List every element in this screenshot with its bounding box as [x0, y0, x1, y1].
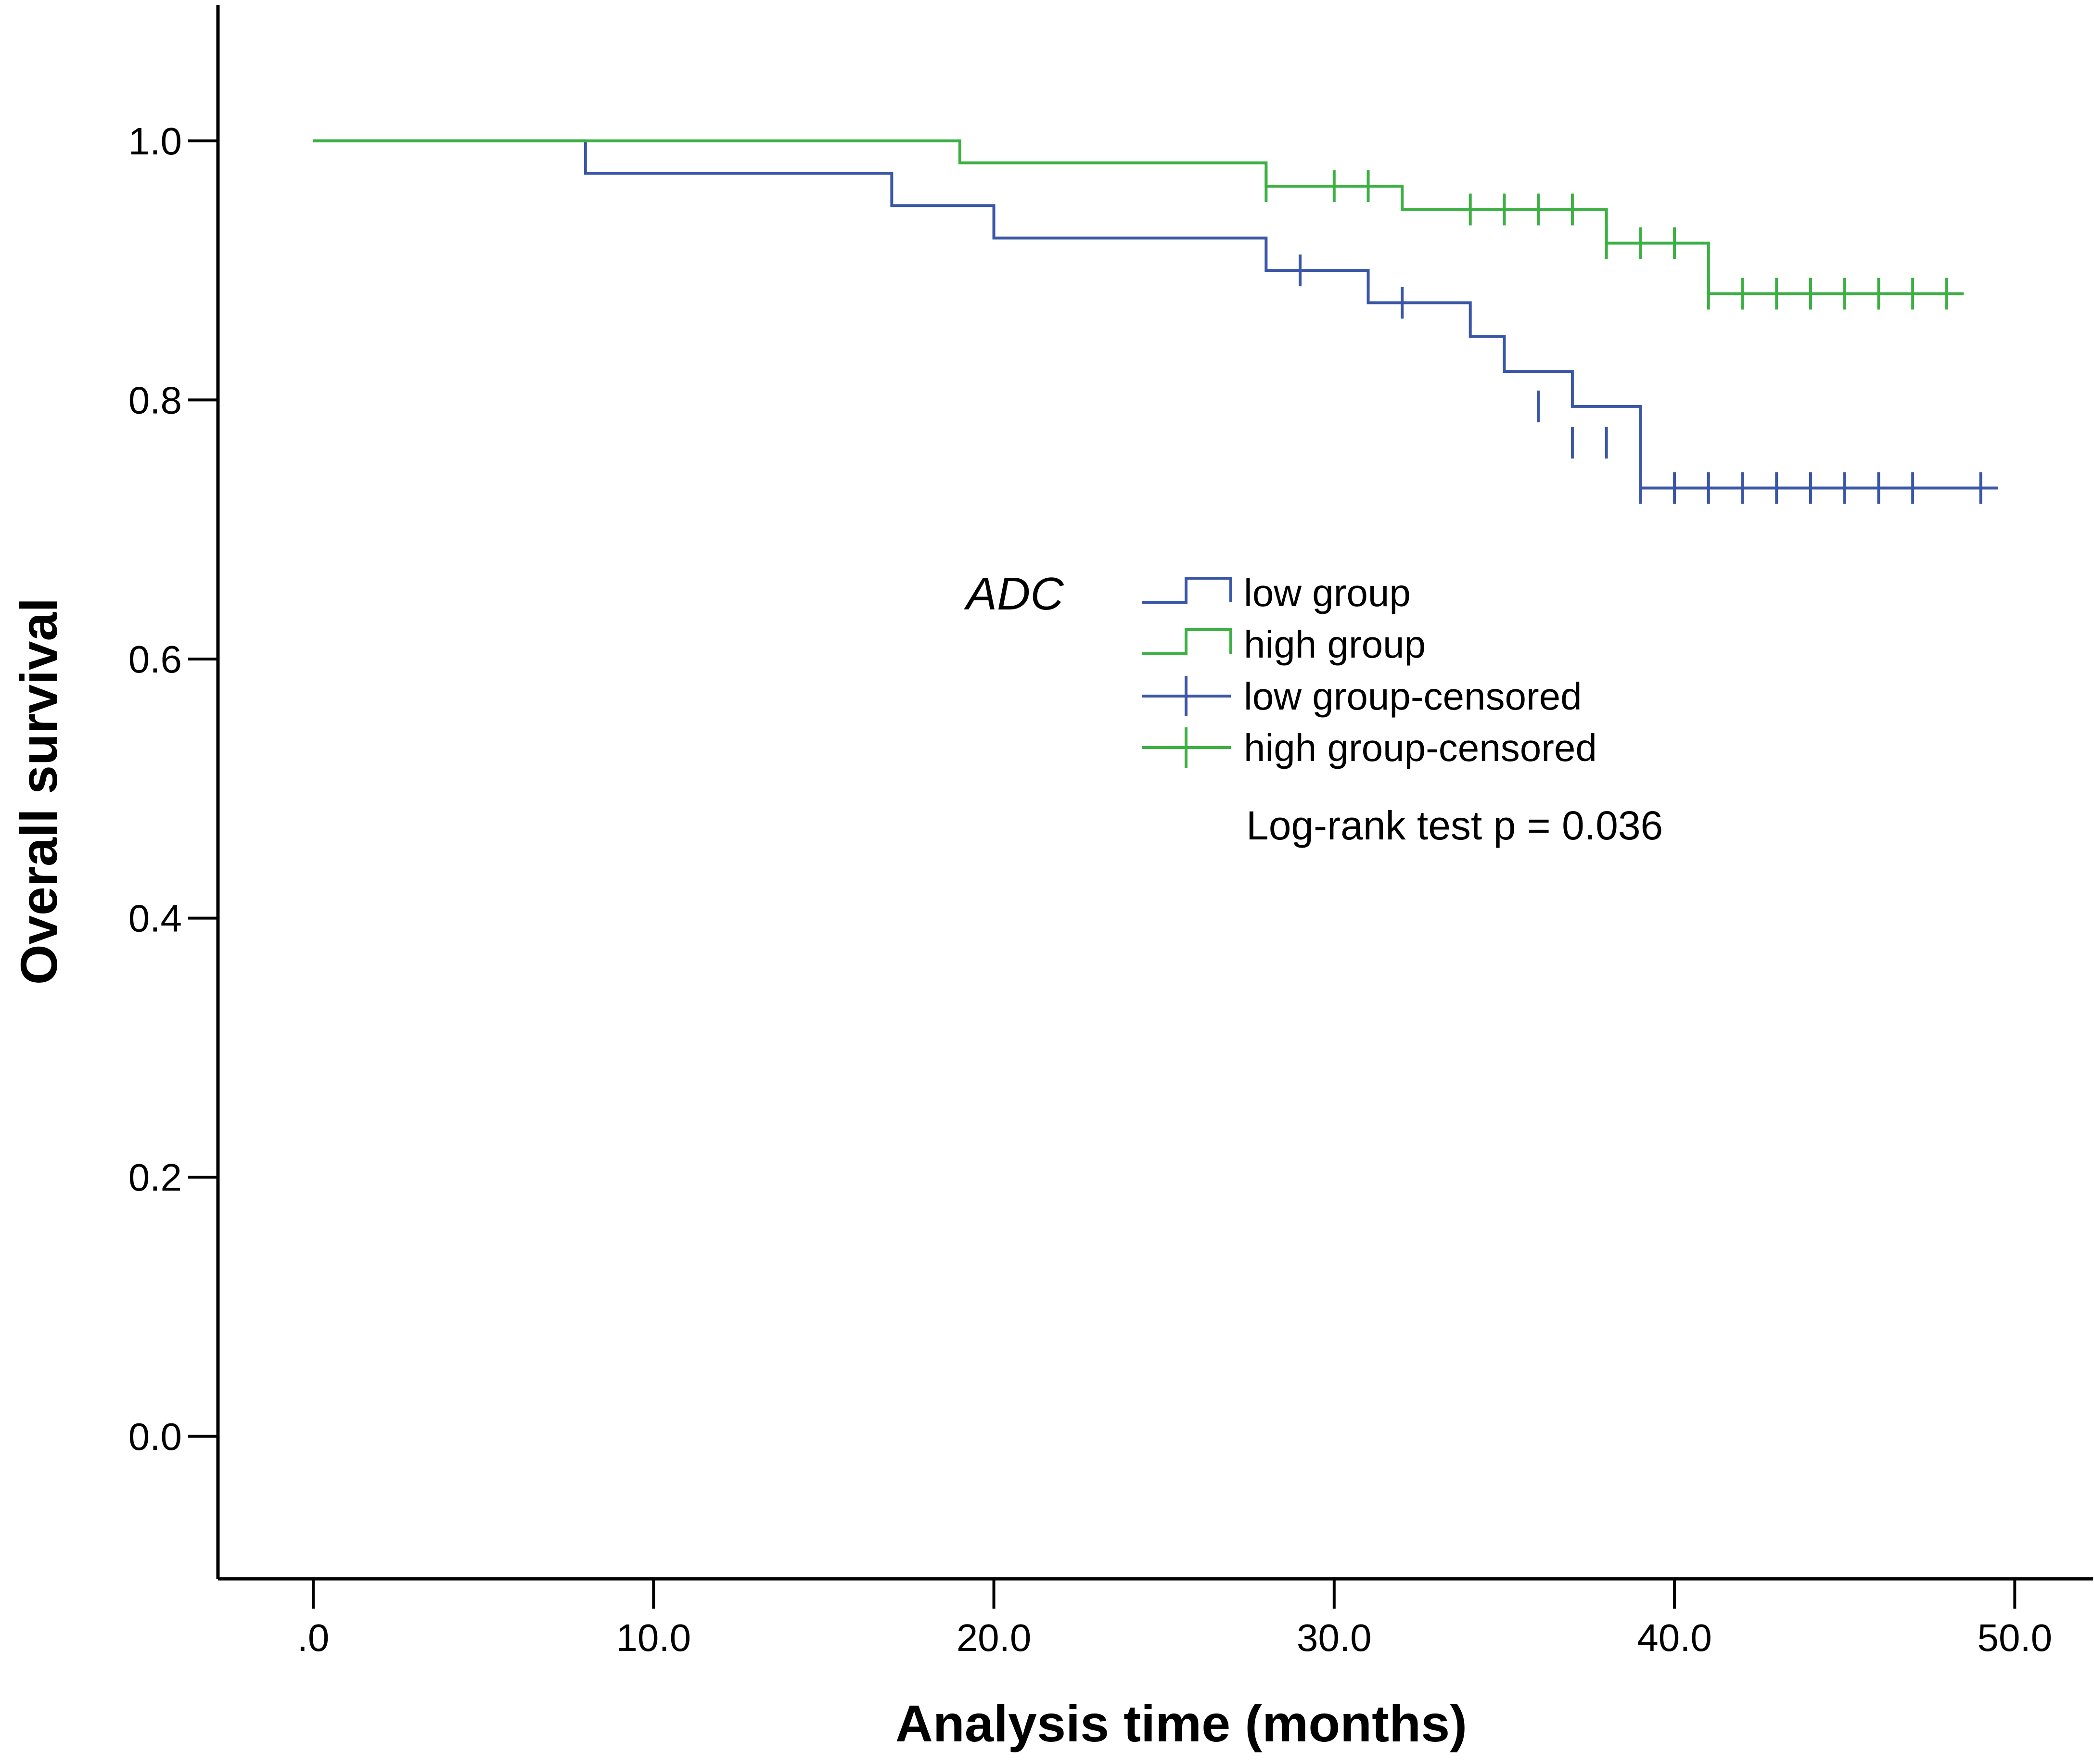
series-high-group — [313, 139, 1964, 310]
y-tick-label: 0.8 — [128, 379, 182, 421]
survival-step-line — [313, 139, 1964, 295]
y-tick-label: 0.6 — [128, 638, 182, 681]
legend: ADC low group high group low group-censore… — [964, 568, 1597, 769]
x-axis-title: Analysis time (months) — [895, 1694, 1467, 1752]
legend-label: low group — [1244, 571, 1411, 614]
legend-step-swatch — [1142, 628, 1232, 655]
legend-entry: high group — [1142, 623, 1426, 666]
y-tick-label: 1.0 — [128, 120, 182, 163]
legend-entry: high group-censored — [1142, 726, 1597, 769]
y-tick-label: 0.2 — [128, 1156, 182, 1199]
legend-entry: low group-censored — [1142, 675, 1582, 718]
legend-title: ADC — [964, 568, 1064, 620]
y-tick-label: 0.0 — [128, 1415, 182, 1458]
x-tick-label: 50.0 — [1977, 1616, 2052, 1659]
legend-step-swatch — [1142, 577, 1232, 604]
y-tick-label: 0.4 — [128, 897, 182, 940]
x-tick-label: 40.0 — [1637, 1616, 1712, 1659]
x-tick-label: 10.0 — [616, 1616, 691, 1659]
x-tick-label: 30.0 — [1297, 1616, 1372, 1659]
legend-label: high group-censored — [1244, 726, 1597, 769]
x-axis-ticks: .0 10.0 20.0 30.0 40.0 50.0 — [297, 1579, 2052, 1659]
axes — [216, 5, 2093, 1581]
legend-entries: low group high group low group-censored hig… — [1142, 571, 1597, 769]
legend-label: low group-censored — [1244, 675, 1582, 718]
legend-entry: low group — [1142, 571, 1411, 614]
series-layer — [313, 139, 1998, 504]
legend-label: high group — [1244, 623, 1426, 666]
log-rank-annotation: Log-rank test p = 0.036 — [1246, 803, 1663, 848]
x-tick-label: 20.0 — [957, 1616, 1032, 1659]
x-tick-label: .0 — [297, 1616, 330, 1659]
series-low-group — [313, 139, 1998, 504]
y-axis-title: Overall survival — [10, 598, 68, 985]
y-axis-ticks: 0.0 0.2 0.4 0.6 0.8 1.0 — [128, 120, 218, 1458]
survival-step-line — [313, 139, 1998, 490]
